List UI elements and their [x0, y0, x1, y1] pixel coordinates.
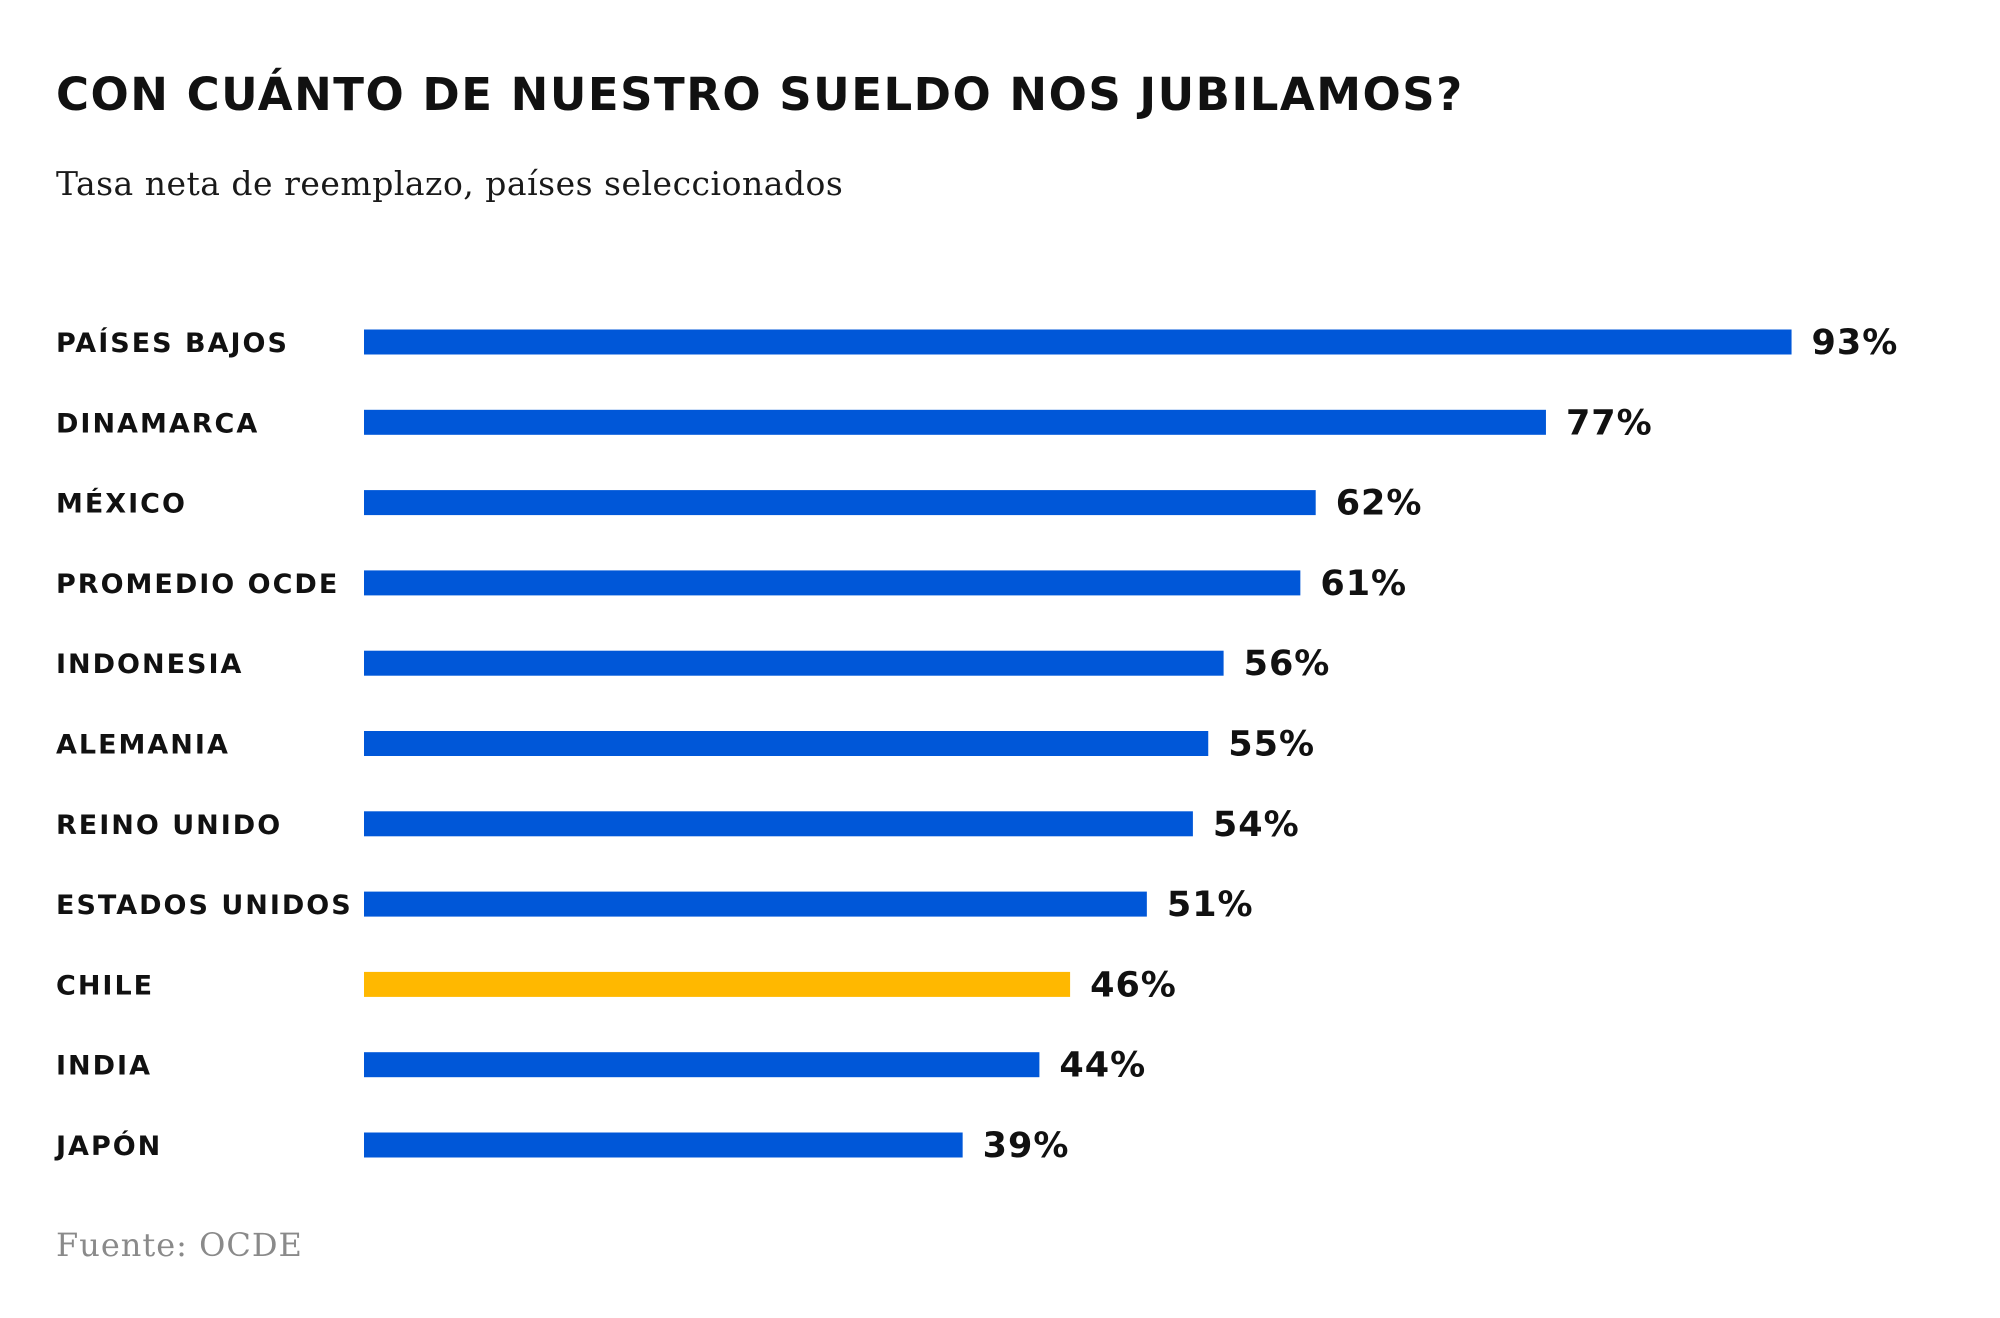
value-label-dinamarca: 77% [1566, 403, 1653, 443]
bar-indonesia [364, 650, 1224, 676]
category-label-india: INDIA [56, 1051, 152, 1082]
value-label-chile: 46% [1090, 965, 1177, 1005]
category-label-alemania: ALEMANIA [56, 730, 230, 761]
bar-estados-unidos [364, 891, 1147, 917]
bar-promedio-ocde [364, 570, 1301, 596]
category-label-dinamarca: DINAMARCA [56, 408, 259, 439]
category-label-japon: JAPÓN [54, 1130, 162, 1162]
category-label-mexico: MÉXICO [56, 488, 187, 520]
bar-dinamarca [364, 409, 1546, 435]
value-label-promedio-ocde: 61% [1320, 564, 1407, 604]
chart-subtitle: Tasa neta de reemplazo, países seleccion… [56, 164, 844, 203]
category-label-chile: CHILE [56, 970, 154, 1001]
value-label-india: 44% [1059, 1046, 1146, 1086]
category-label-reino-unido: REINO UNIDO [56, 810, 282, 841]
value-label-paises-bajos: 93% [1812, 323, 1899, 363]
category-label-estados-unidos: ESTADOS UNIDOS [56, 890, 353, 921]
value-label-reino-unido: 54% [1213, 805, 1300, 845]
bar-reino-unido [364, 811, 1193, 837]
bar-india [364, 1052, 1040, 1078]
bar-paises-bajos [364, 329, 1792, 355]
value-label-mexico: 62% [1336, 484, 1423, 524]
chart-source: Fuente: OCDE [56, 1226, 303, 1264]
bar-chile [364, 971, 1071, 997]
chart-title: CON CUÁNTO DE NUESTRO SUELDO NOS JUBILAM… [56, 68, 1464, 121]
bar-japon [364, 1132, 963, 1158]
bar-mexico [364, 490, 1316, 516]
value-label-indonesia: 56% [1244, 644, 1331, 684]
value-label-estados-unidos: 51% [1167, 885, 1254, 925]
category-label-indonesia: INDONESIA [56, 649, 243, 680]
value-label-alemania: 55% [1228, 725, 1315, 765]
category-label-promedio-ocde: PROMEDIO OCDE [56, 569, 339, 600]
bar-alemania [364, 731, 1209, 756]
category-label-paises-bajos: PAÍSES BAJOS [56, 327, 289, 359]
value-label-japon: 39% [983, 1126, 1070, 1166]
